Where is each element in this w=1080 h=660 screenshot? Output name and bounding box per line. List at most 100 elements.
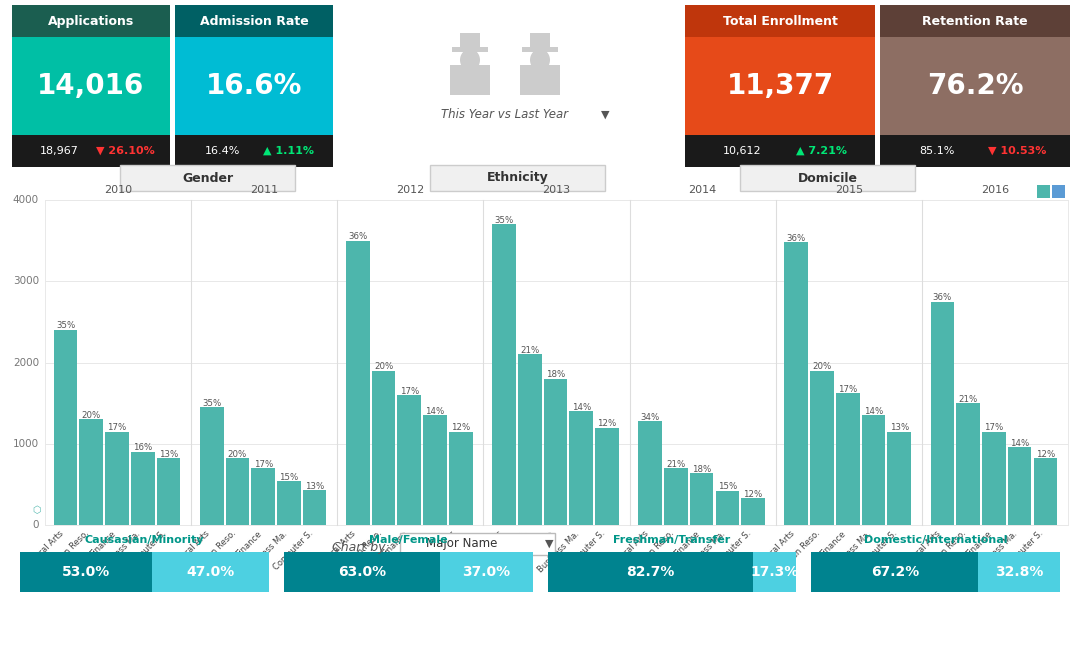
- Text: 18%: 18%: [545, 370, 565, 380]
- Text: 1000: 1000: [13, 439, 39, 449]
- Text: 17%: 17%: [984, 423, 1003, 432]
- Text: 0: 0: [32, 520, 39, 530]
- Text: Computer S.: Computer S.: [125, 529, 168, 572]
- FancyBboxPatch shape: [931, 302, 955, 525]
- Text: Computer S.: Computer S.: [417, 529, 461, 572]
- FancyBboxPatch shape: [131, 452, 154, 525]
- Text: Finance: Finance: [234, 529, 264, 558]
- Text: Business Ma.: Business Ma.: [390, 529, 435, 574]
- Text: 14,016: 14,016: [38, 72, 145, 100]
- FancyBboxPatch shape: [957, 403, 980, 525]
- FancyBboxPatch shape: [1008, 447, 1031, 525]
- Text: 63.0%: 63.0%: [338, 565, 387, 579]
- FancyBboxPatch shape: [175, 5, 333, 38]
- Text: Finance: Finance: [673, 529, 702, 558]
- Text: 16%: 16%: [133, 444, 152, 452]
- Text: 34%: 34%: [640, 412, 660, 422]
- Text: 14%: 14%: [1010, 438, 1029, 447]
- FancyBboxPatch shape: [548, 552, 753, 592]
- Text: 20%: 20%: [82, 411, 100, 420]
- Text: 13%: 13%: [890, 423, 909, 432]
- Text: 53.0%: 53.0%: [62, 565, 110, 579]
- Text: Human Reso.: Human Reso.: [45, 529, 92, 575]
- FancyBboxPatch shape: [453, 47, 488, 52]
- Text: 82.7%: 82.7%: [626, 565, 675, 579]
- Text: 35%: 35%: [56, 321, 76, 331]
- FancyBboxPatch shape: [302, 490, 326, 525]
- Text: Applications: Applications: [48, 15, 134, 28]
- FancyBboxPatch shape: [685, 38, 875, 135]
- Text: 4000: 4000: [13, 195, 39, 205]
- Text: 2011: 2011: [251, 185, 279, 195]
- FancyBboxPatch shape: [12, 38, 170, 135]
- Text: Retention Rate: Retention Rate: [922, 15, 1028, 28]
- Text: 2014: 2014: [689, 185, 717, 195]
- Text: 2013: 2013: [542, 185, 570, 195]
- Text: Computer S.: Computer S.: [271, 529, 314, 572]
- FancyBboxPatch shape: [226, 459, 249, 525]
- FancyBboxPatch shape: [200, 407, 224, 525]
- Text: 15%: 15%: [718, 482, 737, 492]
- FancyBboxPatch shape: [464, 58, 476, 72]
- Text: 36%: 36%: [348, 232, 367, 241]
- Text: Computer S.: Computer S.: [855, 529, 900, 572]
- Text: Computer S.: Computer S.: [710, 529, 753, 572]
- Text: Finance: Finance: [526, 529, 555, 558]
- Text: Liberal Arts: Liberal Arts: [172, 529, 212, 570]
- Text: Liberal Arts: Liberal Arts: [318, 529, 357, 570]
- Text: Domestic/International: Domestic/International: [864, 535, 1008, 545]
- FancyBboxPatch shape: [982, 432, 1005, 525]
- FancyBboxPatch shape: [978, 552, 1059, 592]
- FancyBboxPatch shape: [543, 379, 567, 525]
- Text: 47.0%: 47.0%: [186, 565, 234, 579]
- FancyBboxPatch shape: [595, 428, 619, 525]
- Text: Human Reso.: Human Reso.: [922, 529, 968, 575]
- Text: ⬡: ⬡: [32, 505, 41, 515]
- Text: 21%: 21%: [666, 459, 686, 469]
- FancyBboxPatch shape: [836, 393, 860, 525]
- FancyBboxPatch shape: [460, 33, 480, 47]
- Text: Male/Female: Male/Female: [368, 535, 447, 545]
- Text: 17%: 17%: [400, 387, 419, 395]
- Text: 15%: 15%: [280, 473, 298, 482]
- Text: 12%: 12%: [597, 419, 617, 428]
- Text: Human Reso.: Human Reso.: [484, 529, 530, 575]
- Text: Freshman/Transfer: Freshman/Transfer: [613, 535, 730, 545]
- Text: 17%: 17%: [254, 459, 273, 469]
- FancyBboxPatch shape: [664, 468, 688, 525]
- FancyBboxPatch shape: [690, 473, 714, 525]
- FancyBboxPatch shape: [21, 552, 152, 592]
- Text: Human Reso.: Human Reso.: [777, 529, 822, 575]
- FancyBboxPatch shape: [530, 33, 550, 47]
- FancyBboxPatch shape: [252, 468, 275, 525]
- Text: 18%: 18%: [692, 465, 712, 473]
- Text: Major Name: Major Name: [427, 537, 498, 550]
- FancyBboxPatch shape: [441, 552, 532, 592]
- Text: Business Ma.: Business Ma.: [974, 529, 1020, 574]
- FancyBboxPatch shape: [1034, 459, 1057, 525]
- Text: Finance: Finance: [819, 529, 848, 558]
- Text: Human Reso.: Human Reso.: [630, 529, 676, 575]
- Text: Chart by:: Chart by:: [333, 541, 390, 554]
- FancyBboxPatch shape: [105, 432, 129, 525]
- Text: Causasian/Minority: Causasian/Minority: [84, 535, 204, 545]
- FancyBboxPatch shape: [45, 200, 1068, 525]
- Text: 12%: 12%: [743, 490, 762, 499]
- FancyBboxPatch shape: [1052, 185, 1065, 198]
- FancyBboxPatch shape: [880, 5, 1070, 38]
- FancyBboxPatch shape: [397, 395, 421, 525]
- Text: 12%: 12%: [1036, 450, 1055, 459]
- FancyBboxPatch shape: [1037, 185, 1050, 198]
- Text: 2012: 2012: [396, 185, 424, 195]
- Text: 35%: 35%: [495, 216, 514, 225]
- Text: Computer S.: Computer S.: [564, 529, 607, 572]
- Text: 2015: 2015: [835, 185, 863, 195]
- Text: 17.3%: 17.3%: [751, 565, 799, 579]
- Text: 85.1%: 85.1%: [919, 146, 955, 156]
- FancyBboxPatch shape: [175, 38, 333, 135]
- FancyBboxPatch shape: [685, 5, 875, 38]
- FancyBboxPatch shape: [522, 47, 558, 52]
- FancyBboxPatch shape: [450, 65, 490, 95]
- FancyBboxPatch shape: [346, 241, 369, 525]
- Text: 21%: 21%: [521, 346, 539, 355]
